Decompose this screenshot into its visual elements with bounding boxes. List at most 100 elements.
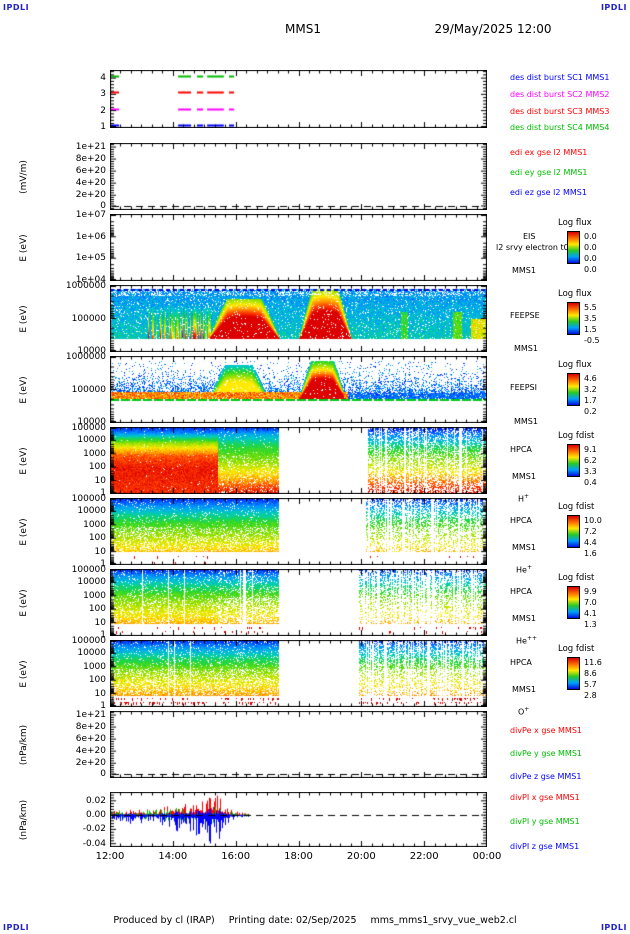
panel-label-edi-e-gse-1: edi ey gse l2 MMS1 (510, 168, 588, 178)
colorbar-tick-label: 0.2 (584, 407, 597, 416)
y-tick-label: 0 (100, 200, 106, 211)
y-tick-label: 1 (100, 121, 106, 132)
y-tick-label: 1 (100, 700, 106, 711)
panel-plot-divpe (110, 711, 487, 778)
panel-label-des-dist-burst-2: des dist burst SC3 MMS3 (510, 107, 609, 117)
panel-plot-hpca-heplusplus (110, 569, 487, 636)
y-tick-label: 1000000 (65, 352, 106, 363)
label-text: MMS1 (514, 344, 538, 354)
x-tick-label: 20:00 (346, 851, 376, 862)
y-tick-label: -0.04 (82, 838, 106, 849)
x-tick-label: 00:00 (472, 851, 502, 862)
y-tick-label: 100000 (71, 313, 106, 324)
label-text: HPCA (510, 587, 532, 597)
y-tick-label: 8e+20 (75, 722, 106, 733)
panel-label-feeps-ion-1: MMS1 (514, 417, 538, 427)
y-tick-label: 10000 (77, 435, 106, 446)
panel-des-dist-burst: 4 3 2 1 des dist burst SC1 MMS1 des dist burs… (100, 70, 609, 132)
y-tick-label: 1 (100, 487, 106, 498)
x-tick-label: 14:00 (158, 851, 188, 862)
x-tick-label: 16:00 (221, 851, 251, 862)
y-tick-label: -0.02 (82, 824, 106, 835)
y-tick-label: 10 (94, 546, 106, 557)
colorbar-tick-label: 7.2 (584, 527, 597, 536)
label-superscript: + (524, 706, 530, 714)
y-axis-unit-label: E (eV) (19, 375, 29, 404)
y-axis-unit-label: (nPa/km) (19, 724, 29, 765)
colorbar-tick-label: -0.5 (584, 336, 600, 345)
y-tick-label: 100 (88, 462, 106, 473)
panel-eis-electron: E (eV) 1e+07 1e+06 1e+05 1e+04 EIS l2 srvy ele… (19, 210, 597, 284)
colorbar-tick-label: 5.7 (584, 680, 597, 689)
panel-edi-e-gse: (mV/m) 1e+21 8e+20 6e+20 4e+20 2e+20 0 edi ex g… (19, 142, 588, 211)
corner-label-bottom-left: IPDLI (3, 923, 30, 932)
y-tick-label: 0.02 (85, 795, 106, 806)
panel-hpca-oplus: E (eV) 100000 10000 1000 100 10 1 HPCA MMS1 O+ Log… (19, 636, 602, 717)
y-tick-label: 2e+20 (75, 190, 106, 201)
y-axis-unit-label: E (eV) (19, 304, 29, 333)
colorbar-tick-label: 1.3 (584, 620, 597, 629)
y-tick-label: 8e+20 (75, 154, 106, 165)
colorbar-title: Log fdist (558, 573, 595, 583)
label-text: MMS1 (514, 416, 538, 426)
label-superscript: + (526, 564, 532, 572)
y-tick-label: 100000 (71, 565, 106, 576)
y-tick-label: 10000 (77, 648, 106, 659)
y-tick-label: 10000 (77, 506, 106, 517)
panel-hpca-hplus: E (eV) 100000 10000 1000 100 10 1 HPCA MMS1 H+ Log… (19, 423, 597, 504)
panel-label-divpe-2: divPe z gse MMS1 (510, 772, 581, 782)
colorbar-title: Log fdist (558, 502, 595, 512)
label-text: divPe y gse MMS1 (510, 748, 582, 758)
colorbar-tick-label: 0.0 (584, 243, 597, 252)
colorbar-tick-label: 9.9 (584, 587, 597, 596)
corner-label-top-left: IPDLI (3, 3, 30, 12)
colorbar-title: Log flux (558, 360, 592, 370)
y-tick-label: 1e+21 (75, 142, 106, 153)
x-tick-label: 18:00 (284, 851, 313, 862)
y-tick-label: 1e+05 (75, 253, 106, 264)
panel-label-hpca-heplus-0: HPCA (510, 516, 532, 526)
y-tick-label: 10 (94, 688, 106, 699)
x-tick-label: 22:00 (409, 851, 439, 862)
panel-label-hpca-heplus-1: MMS1 (512, 543, 536, 553)
y-axis-unit-label: E (eV) (19, 446, 29, 475)
panel-divpe: (nPa/km) 1e+21 8e+20 6e+20 4e+20 2e+20 0 divPe … (19, 710, 582, 781)
label-text: H (518, 495, 525, 504)
y-axis-unit-label: E (eV) (19, 517, 29, 546)
colorbar-tick-label: 0.0 (584, 254, 597, 263)
y-tick-label: 1000 (83, 448, 106, 459)
colorbar-gradient (567, 657, 580, 690)
y-tick-label: 1e+04 (75, 274, 106, 285)
label-text: He (516, 566, 527, 575)
x-axis-labels: 12:00 14:00 16:00 18:00 20:00 22:00 00:00 (96, 851, 502, 865)
y-tick-label: 2 (100, 105, 106, 116)
label-text: divPe z gse MMS1 (510, 771, 582, 781)
label-text: edi ey gse l2 MMS1 (510, 168, 588, 178)
colorbar-title: Log flux (558, 289, 592, 299)
label-text: MMS1 (512, 685, 536, 695)
colorbar-tick-label: 4.4 (584, 538, 597, 547)
y-tick-label: 10 (94, 475, 106, 486)
label-text: MMS1 (512, 543, 536, 553)
colorbar-tick-label: 3.5 (584, 314, 597, 323)
colorbar-tick-label: 8.6 (584, 669, 597, 678)
colorbar-tick-label: 4.1 (584, 609, 597, 618)
y-tick-label: 3 (100, 89, 106, 100)
label-text: divPI y gse MMS1 (510, 817, 580, 827)
y-tick-label: 1e+06 (75, 231, 106, 242)
colorbar-tick-label: 7.0 (584, 598, 597, 607)
y-tick-label: 0.00 (85, 810, 106, 821)
colorbar-tick-label: 1.7 (584, 396, 597, 405)
panel-label-des-dist-burst-0: des dist burst SC1 MMS1 (510, 73, 609, 83)
y-tick-label: 0 (100, 768, 106, 779)
y-axis-unit-label: E (eV) (19, 588, 29, 617)
label-text: EIS (523, 231, 536, 241)
y-tick-label: 100000 (71, 636, 106, 647)
colorbar-tick-label: 3.2 (584, 385, 597, 394)
label-text: des dist burst SC4 MMS4 (510, 123, 610, 132)
colorbar-title: Log fdist (558, 431, 595, 441)
page-title: MMS1 (285, 22, 321, 36)
colorbar-tick-label: 9.1 (584, 445, 597, 454)
y-tick-label: 2e+20 (75, 758, 106, 769)
panel-label-divpi-1: divPI y gse MMS1 (510, 817, 580, 827)
